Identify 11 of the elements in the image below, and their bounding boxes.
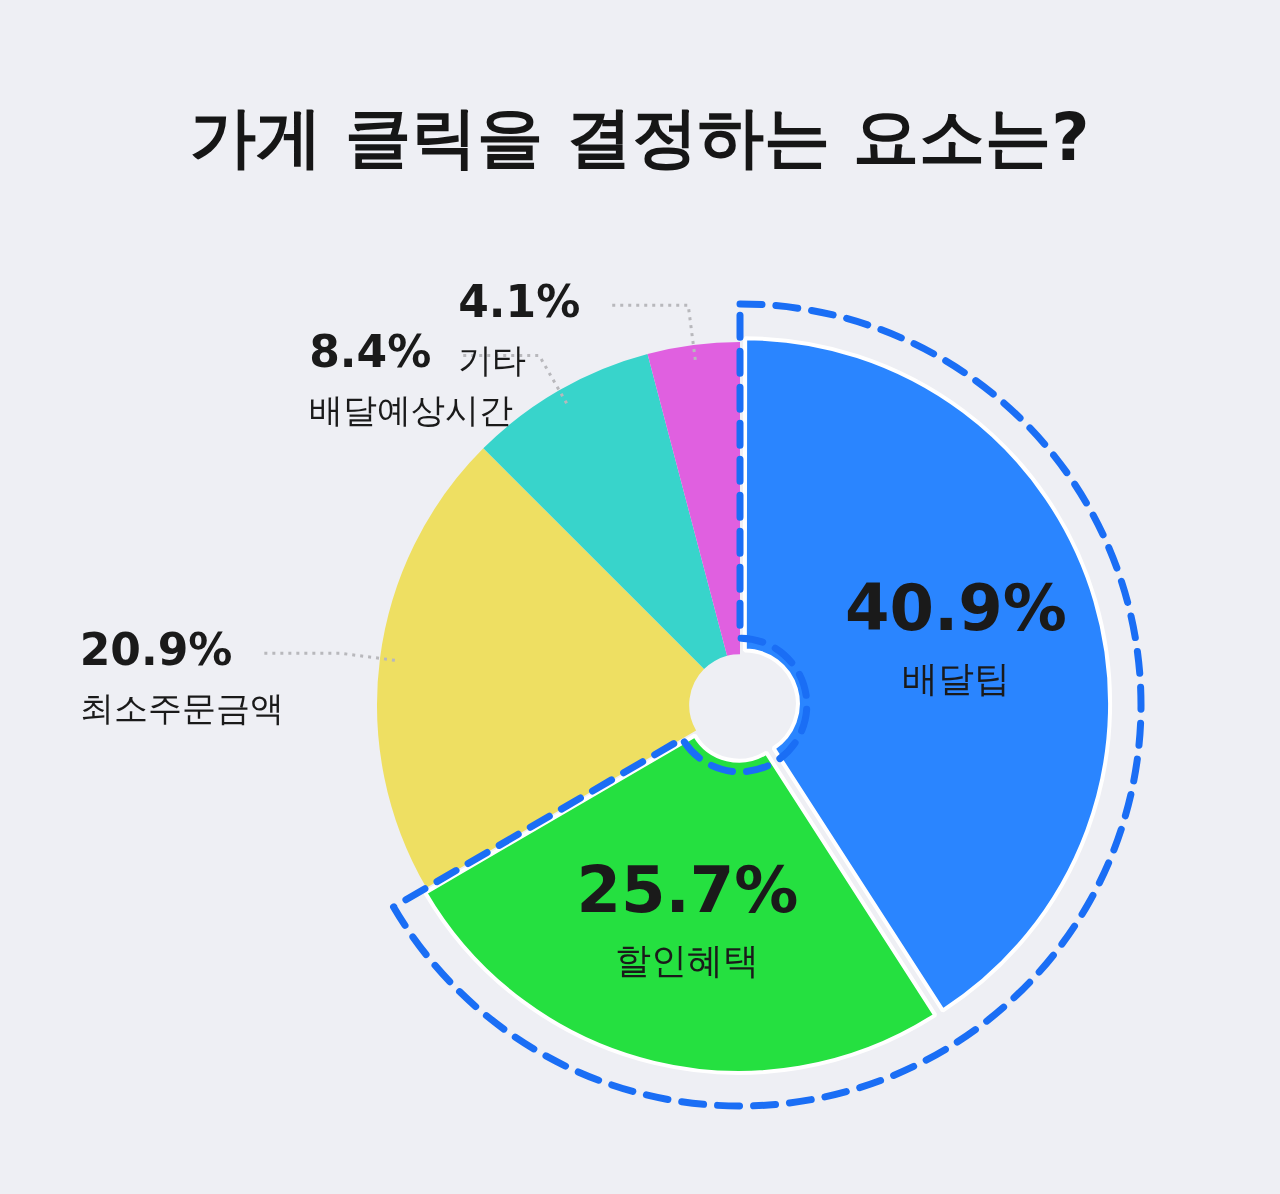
slice-label: 기타 xyxy=(458,340,527,381)
data-label: 20.9% xyxy=(79,623,233,675)
data-label: 8.4% xyxy=(309,326,432,378)
slice-label: 할인혜택 xyxy=(615,940,760,982)
slice-label: 최소주문금액 xyxy=(79,688,284,729)
data-label: 40.9% xyxy=(844,571,1067,646)
slice-label: 배달예상시간 xyxy=(309,390,514,431)
data-label: 4.1% xyxy=(458,275,581,327)
slice-label: 배달팁 xyxy=(901,657,1010,699)
data-label: 25.7% xyxy=(576,853,799,928)
chart-title: 가게 클릭을 결정하는 요소는? xyxy=(189,98,1091,178)
